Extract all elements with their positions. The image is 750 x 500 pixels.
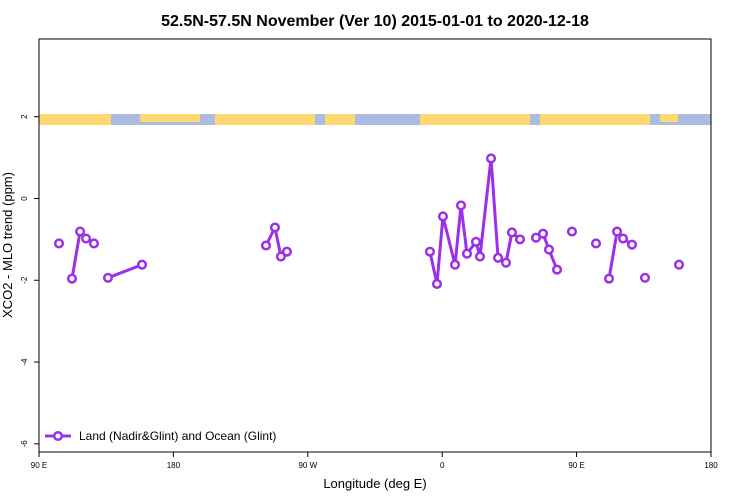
- x-tick-label: 90 W: [298, 461, 317, 470]
- y-tick-label: -6: [20, 440, 29, 448]
- data-point: [437, 211, 448, 222]
- data-point: [281, 246, 292, 257]
- data-point: [431, 278, 443, 289]
- data-point: [537, 228, 549, 239]
- y-tick-label: -4: [20, 358, 29, 366]
- y-axis-label: XCO2 - MLO trend (ppm): [0, 172, 15, 318]
- data-point: [617, 233, 629, 244]
- data-point: [590, 238, 602, 249]
- data-point: [500, 257, 512, 268]
- data-point: [551, 264, 563, 275]
- data-point: [673, 259, 685, 270]
- data-point: [543, 244, 555, 255]
- data-point: [470, 236, 481, 247]
- data-point: [455, 200, 467, 211]
- y-tick-label: 0: [20, 196, 29, 201]
- data-point: [493, 252, 504, 263]
- data-point: [269, 222, 280, 233]
- data-point: [275, 251, 286, 262]
- legend-marker: [52, 430, 64, 442]
- data-point: [530, 232, 542, 243]
- data-point: [612, 226, 623, 237]
- x-axis-label: Longitude (deg E): [323, 476, 426, 491]
- data-point: [260, 240, 272, 251]
- data-point: [485, 153, 497, 164]
- data-point: [136, 259, 148, 270]
- data-point: [102, 272, 114, 283]
- data-point: [53, 238, 65, 249]
- y-tick-label: -2: [20, 276, 29, 284]
- data-point: [514, 234, 526, 245]
- data-point: [506, 227, 517, 238]
- data-point: [626, 239, 638, 250]
- data-point: [80, 233, 92, 244]
- data-point: [603, 273, 615, 284]
- data-point: [566, 226, 578, 237]
- data-point: [66, 273, 78, 284]
- chart-title: 52.5N-57.5N November (Ver 10) 2015-01-01…: [161, 13, 589, 30]
- x-tick-label: 90 E: [568, 461, 584, 470]
- plot-frame: [38, 38, 712, 453]
- map-strip: [39, 114, 711, 125]
- data-point: [474, 251, 486, 262]
- x-tick-label: 180: [704, 461, 718, 470]
- legend-label: Land (Nadir&Glint) and Ocean (Glint): [79, 429, 276, 443]
- data-point: [88, 238, 100, 249]
- data-point: [75, 226, 86, 237]
- x-tick-label: 0: [440, 461, 445, 470]
- x-tick-label: 90 E: [31, 461, 47, 470]
- data-point: [449, 259, 461, 270]
- data-point: [639, 272, 651, 283]
- data-point: [461, 248, 473, 259]
- x-tick-label: 180: [167, 461, 181, 470]
- y-tick-label: 2: [20, 114, 29, 119]
- data-point: [424, 246, 436, 257]
